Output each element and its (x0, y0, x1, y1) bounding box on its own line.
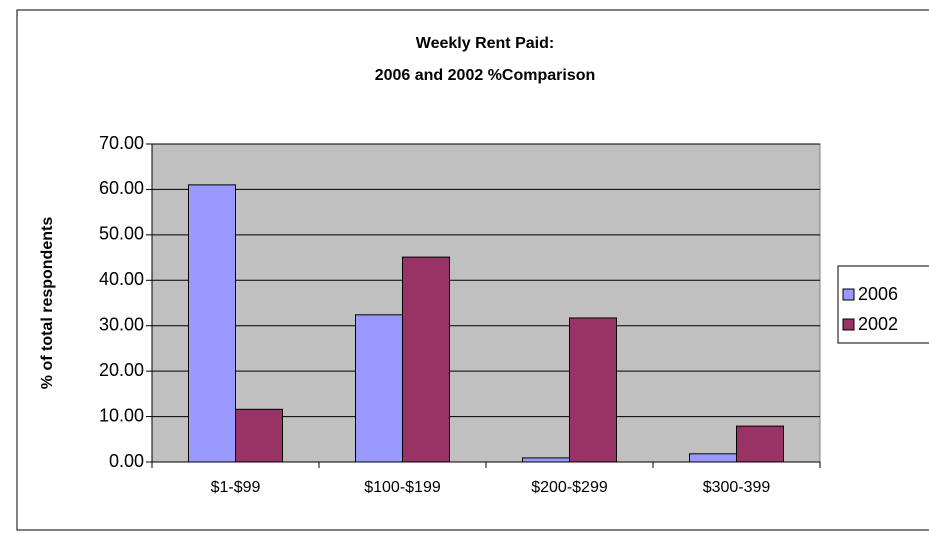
y-tick-label: 50.00 (99, 224, 144, 244)
bar (188, 184, 236, 463)
legend-swatch (842, 288, 855, 301)
legend-swatch (842, 318, 855, 331)
x-tick-label: $200-$299 (531, 479, 608, 496)
chart-title: Weekly Rent Paid: (416, 35, 554, 52)
bar (235, 408, 283, 463)
y-axis-label: % of total respondents (39, 217, 56, 390)
x-tick-label: $1-$99 (211, 479, 261, 496)
x-tick-label: $300-399 (703, 479, 771, 496)
y-tick-label: 10.00 (99, 405, 144, 425)
bar (522, 457, 570, 463)
bar (355, 314, 403, 463)
bar (736, 425, 784, 463)
y-tick-label: 0.00 (109, 451, 144, 471)
y-tick-label: 40.00 (99, 269, 144, 289)
y-tick-label: 30.00 (99, 314, 144, 334)
legend-label: 2006 (858, 284, 898, 304)
chart-title: 2006 and 2002 %Comparison (375, 67, 596, 84)
y-tick-label: 70.00 (99, 133, 144, 153)
bar (689, 453, 737, 463)
legend-label: 2002 (858, 314, 898, 334)
bar (569, 317, 617, 463)
bar (402, 256, 450, 463)
y-tick-label: 20.00 (99, 360, 144, 380)
x-tick-label: $100-$199 (364, 479, 441, 496)
y-tick-label: 60.00 (99, 178, 144, 198)
